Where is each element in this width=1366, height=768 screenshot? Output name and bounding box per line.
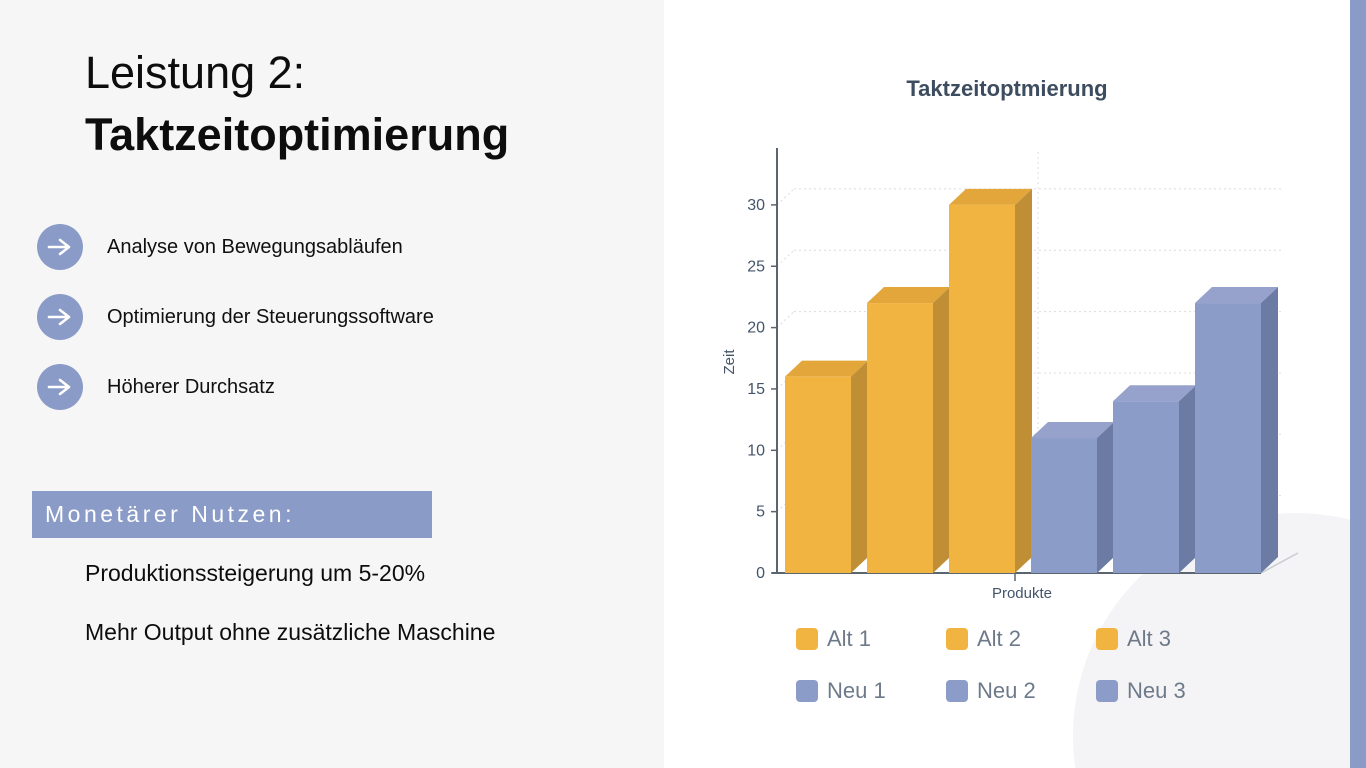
legend-item-alt-1: Alt 1	[796, 626, 946, 652]
arrow-right-icon	[37, 224, 83, 270]
bar-front-face	[785, 376, 851, 573]
bar-front-face	[867, 303, 933, 573]
legend-swatch	[1096, 680, 1118, 702]
y-tick-label: 15	[747, 381, 765, 398]
arrow-right-icon	[37, 294, 83, 340]
x-axis-label: Produkte	[992, 585, 1052, 602]
legend-swatch	[1096, 628, 1118, 650]
bar-side-face	[1097, 422, 1114, 573]
accent-edge-bar	[1350, 0, 1366, 768]
bar-alt-2	[867, 287, 950, 573]
bar-side-face	[933, 287, 950, 573]
banner-monetaerer-nutzen: Monetärer Nutzen:	[32, 491, 432, 538]
y-axis-label: Zeit	[721, 349, 738, 375]
benefit-text: Produktionssteigerung um 5-20%	[85, 560, 426, 586]
y-tick-label: 20	[747, 320, 765, 337]
bar-neu-3	[1195, 287, 1278, 573]
chart-panel: Taktzeitoptmierung 0 5 10 15 20 25 30 Produkte Z…	[664, 0, 1350, 768]
bar-side-face	[1179, 385, 1196, 573]
legend-item-alt-3: Alt 3	[1096, 626, 1246, 652]
bar-side-face	[1261, 287, 1278, 573]
bar-top-face	[1195, 287, 1278, 304]
benefit-text: Mehr Output ohne zusätzliche Maschine	[85, 619, 496, 645]
arrow-right-icon	[37, 364, 83, 410]
legend-swatch	[946, 680, 968, 702]
bar-top-face	[785, 360, 868, 377]
legend-label: Neu 2	[977, 678, 1036, 703]
bar-top-face	[1031, 422, 1114, 439]
bullet-list: Analyse von Bewegungsabläufen Optimierun…	[37, 224, 434, 410]
legend-label: Alt 3	[1127, 626, 1172, 651]
legend-label: Alt 2	[977, 626, 1022, 651]
bar-front-face	[949, 204, 1015, 573]
bullet-label: Analyse von Bewegungsabläufen	[107, 235, 403, 258]
bar-top-face	[949, 188, 1032, 205]
bar-front-face	[1113, 401, 1179, 573]
page-title-line1: Leistung 2:	[85, 47, 306, 98]
floor-edge-line	[1260, 552, 1299, 574]
page-title-line2: Taktzeitoptimierung	[85, 109, 510, 160]
chart-legend: Alt 1 Alt 2 Alt 3 Neu 1 Neu 2 Neu 3	[796, 626, 1246, 704]
bar-side-face	[851, 360, 868, 573]
gridline-diagonal	[776, 188, 795, 206]
legend-swatch	[796, 628, 818, 650]
bar-front-face	[1031, 438, 1097, 573]
bullet-label: Optimierung der Steuerungssoftware	[107, 305, 434, 328]
legend-label: Alt 1	[827, 626, 872, 651]
y-tick-label: 25	[747, 258, 765, 275]
legend-item-alt-2: Alt 2	[946, 626, 1096, 652]
legend-item-neu-3: Neu 3	[1096, 678, 1246, 704]
legend-label: Neu 1	[827, 678, 886, 703]
page-title: Leistung 2: Taktzeitoptimierung	[85, 42, 509, 166]
legend-item-neu-1: Neu 1	[796, 678, 946, 704]
bullet-item: Analyse von Bewegungsabläufen	[37, 224, 434, 270]
bar-alt-3	[949, 188, 1032, 573]
bar-side-face	[1015, 188, 1032, 573]
bar-top-face	[867, 287, 950, 304]
y-tick-label: 0	[756, 565, 765, 582]
bullet-item: Optimierung der Steuerungssoftware	[37, 294, 434, 340]
gridline-diagonal	[776, 249, 795, 267]
y-tick-label: 5	[756, 504, 765, 521]
legend-label: Neu 3	[1127, 678, 1186, 703]
y-tick-label: 30	[747, 197, 765, 214]
bar-neu-1	[1031, 422, 1114, 573]
bar-front-face	[1195, 303, 1261, 573]
legend-swatch	[946, 628, 968, 650]
bar-neu-2	[1113, 385, 1196, 573]
gridline-diagonal	[776, 311, 795, 328]
legend-swatch	[796, 680, 818, 702]
legend-item-neu-2: Neu 2	[946, 678, 1096, 704]
y-tick-label: 10	[747, 442, 765, 459]
bullet-label: Höherer Durchsatz	[107, 375, 275, 398]
chart-title: Taktzeitoptmierung	[906, 76, 1108, 101]
bar-alt-1	[785, 360, 868, 573]
bar-chart: 0 5 10 15 20 25 30 Produkte Zeit	[721, 148, 1299, 602]
bullet-item: Höherer Durchsatz	[37, 364, 434, 410]
bar-top-face	[1113, 385, 1196, 402]
